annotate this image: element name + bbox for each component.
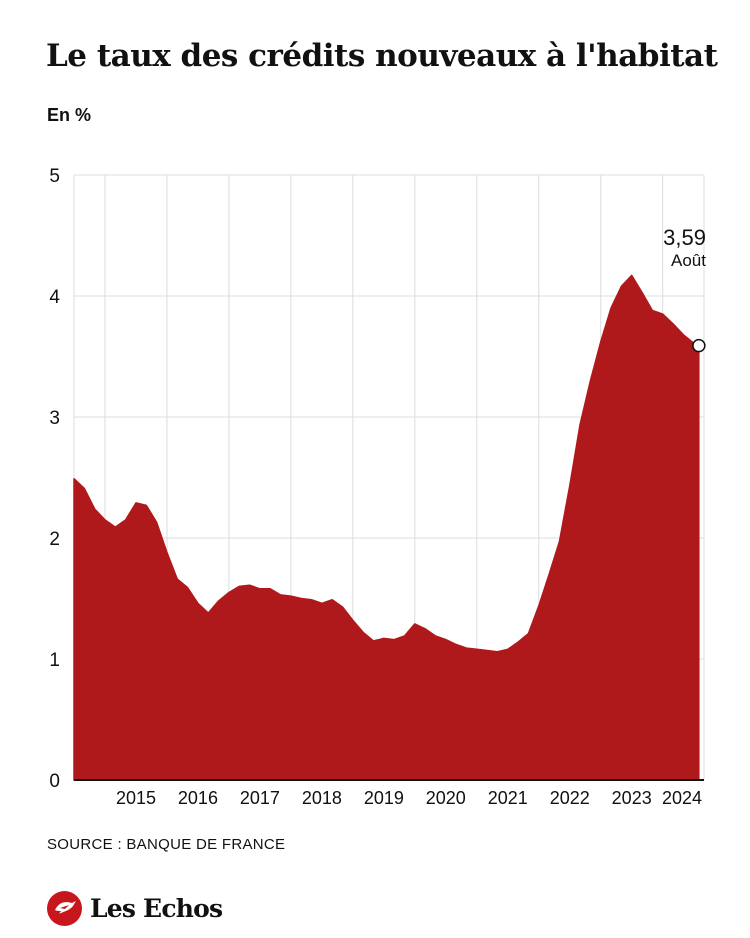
area-series (73, 274, 700, 781)
y-tick-label: 1 (49, 650, 60, 671)
x-tick-label: 2015 (116, 788, 156, 808)
y-tick-label: 3 (49, 408, 60, 429)
annotation-label: Août (671, 251, 706, 270)
source-note: SOURCE : BANQUE DE FRANCE (47, 836, 286, 853)
x-tick-label: 2020 (426, 788, 466, 808)
x-tick-label: 2018 (302, 788, 342, 808)
y-tick-label: 2 (49, 529, 60, 550)
brand-name: Les Echos (90, 893, 223, 923)
x-tick-label: 2021 (488, 788, 528, 808)
x-tick-label: 2023 (612, 788, 652, 808)
x-tick-label: 2017 (240, 788, 280, 808)
y-tick-label: 5 (49, 166, 60, 187)
axis-labels: 0 1 2 3 4 5 2015 2016 2017 2018 2019 2020 2021 2022 20… (49, 166, 702, 808)
last-value-marker (692, 338, 706, 353)
area-chart: 0 1 2 3 4 5 2015 2016 2017 2018 2019 2020 2021 2022 20… (49, 166, 706, 808)
y-axis-unit: En % (47, 105, 92, 125)
brand[interactable]: Les Echos (47, 888, 223, 928)
x-tick-label: 2016 (178, 788, 218, 808)
x-tick-label: 2019 (364, 788, 404, 808)
annotation-value: 3,59 (663, 225, 706, 250)
chart-title: Le taux des crédits nouveaux à l'habitat (46, 38, 718, 74)
les-echos-bird-logo-icon (47, 890, 82, 926)
area-series-fill (73, 274, 700, 781)
y-tick-label: 0 (49, 771, 60, 792)
x-tick-label: 2024 (662, 788, 702, 808)
x-tick-label: 2022 (550, 788, 590, 808)
y-tick-label: 4 (49, 287, 60, 308)
